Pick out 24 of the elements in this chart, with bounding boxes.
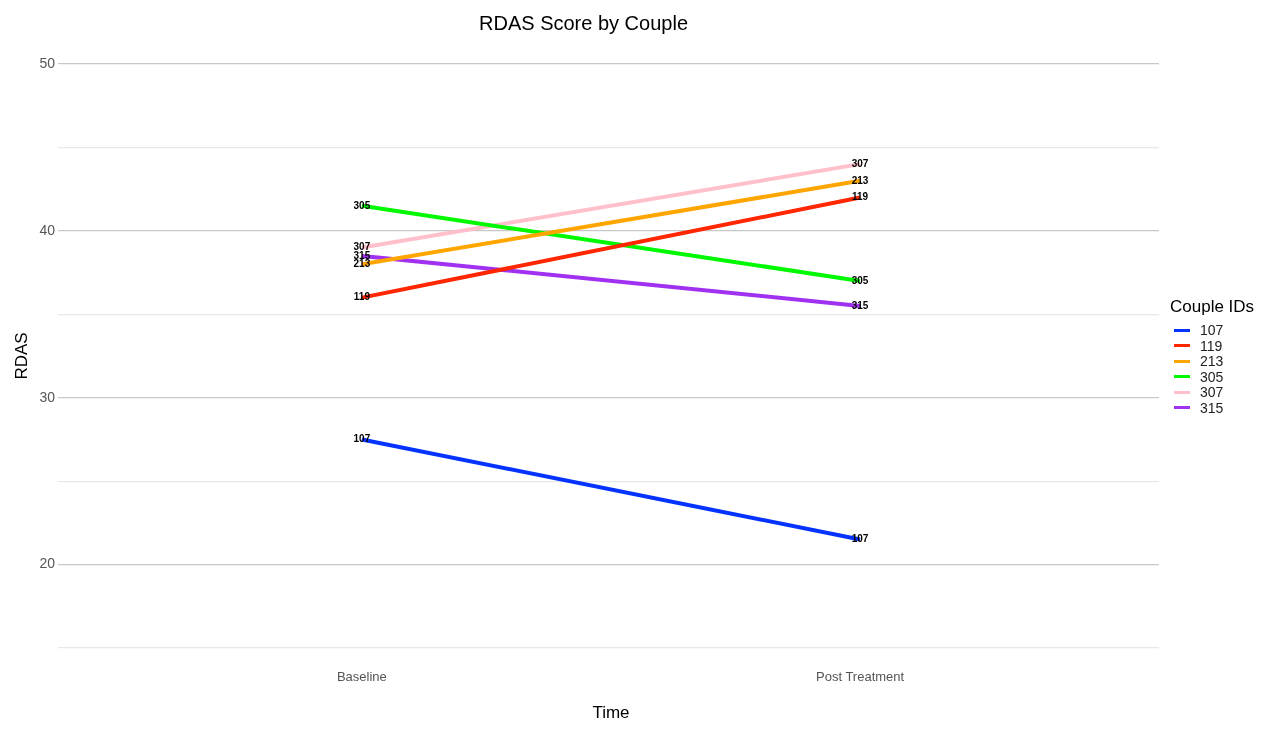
annotation: 119: [353, 291, 371, 303]
annotation: 305: [353, 199, 371, 211]
legend-label: 315: [1200, 399, 1224, 416]
y-axis-title: RDAS: [11, 332, 31, 380]
x-tick-label: Baseline: [336, 669, 387, 685]
annotation: 307: [851, 157, 869, 169]
annotation: 107: [353, 433, 371, 445]
x-tick-label: Post Treatment: [816, 669, 905, 685]
legend-label: 119: [1200, 337, 1223, 354]
legend-label: 107: [1200, 322, 1224, 339]
legend-label: 305: [1200, 368, 1224, 385]
annotation: 213: [851, 174, 869, 186]
legend-label: 213: [1200, 353, 1224, 370]
annotation: 107: [851, 533, 869, 545]
y-tick-label: 50: [39, 54, 56, 71]
y-tick-label: 20: [39, 555, 56, 572]
annotation: 119: [852, 191, 869, 203]
annotation: 315: [851, 299, 869, 311]
y-tick-label: 40: [39, 221, 56, 238]
legend-label: 307: [1200, 384, 1224, 401]
x-axis-title: Time: [592, 703, 630, 723]
y-tick-label: 30: [39, 388, 56, 405]
legend-title: Couple IDs: [1170, 296, 1255, 317]
chart-title: RDAS Score by Couple: [479, 11, 688, 34]
